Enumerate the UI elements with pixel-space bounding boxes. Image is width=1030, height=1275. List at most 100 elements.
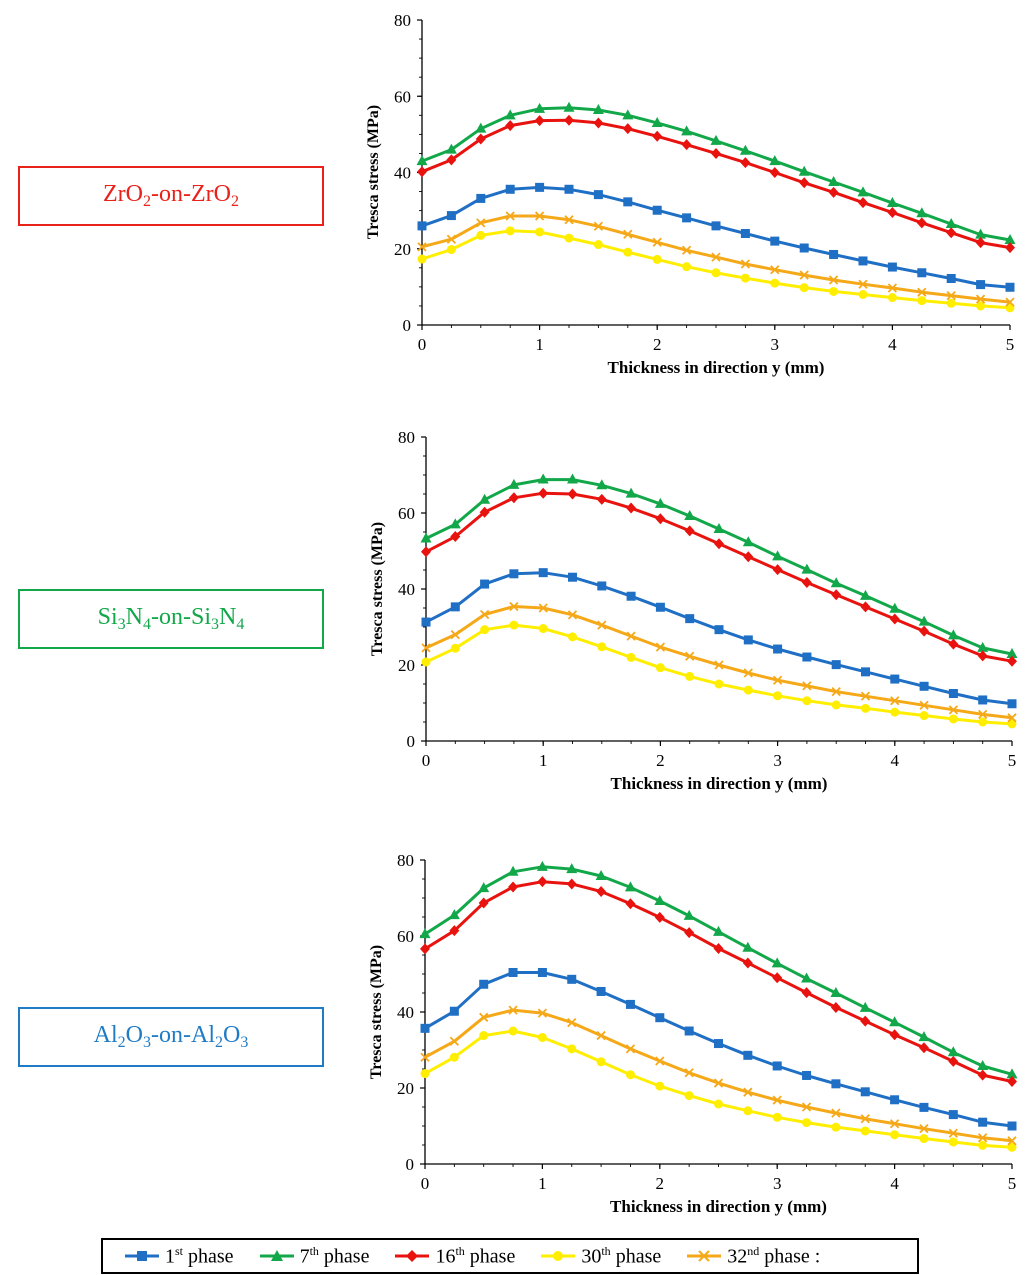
data-point-x (948, 1128, 958, 1138)
data-point-circle (799, 283, 809, 293)
material-text-zro2: ZrO2-on-ZrO2 (103, 181, 239, 210)
data-point-square (887, 262, 897, 272)
series-line (425, 623, 1013, 726)
data-point-square (860, 1087, 870, 1097)
data-point-square (476, 193, 486, 203)
data-point-circle (978, 1140, 988, 1150)
data-point-x (446, 234, 457, 244)
data-point-diamond (740, 157, 751, 169)
data-point-circle (655, 1081, 665, 1091)
data-point-diamond (684, 927, 695, 939)
data-point-circle (714, 1099, 723, 1109)
data-point-square (978, 1117, 988, 1127)
data-point-triangle (416, 155, 428, 166)
data-point-circle (476, 230, 486, 240)
data-point-diamond (889, 1029, 900, 1041)
data-point-circle (682, 262, 692, 272)
data-point-circle (831, 1122, 841, 1132)
y-tick-label: 60 (397, 927, 414, 946)
data-point-x (801, 1102, 812, 1112)
data-point-square (743, 1050, 753, 1060)
data-point-triangle (889, 602, 901, 613)
data-point-triangle (507, 865, 519, 876)
data-point-diamond (977, 650, 988, 662)
data-point-x (978, 1133, 988, 1143)
data-point-circle (509, 620, 519, 630)
x-tick-label: 1 (535, 335, 544, 354)
data-point-diamond (858, 197, 868, 209)
data-point-square (978, 695, 988, 705)
data-point-x (626, 631, 636, 641)
data-point-x (685, 651, 695, 661)
data-point-square (446, 211, 456, 221)
data-point-diamond (420, 943, 430, 955)
data-point-circle (655, 663, 665, 673)
data-point-triangle (595, 869, 607, 880)
data-point-triangle (622, 109, 634, 120)
legend-marker-square (125, 1251, 159, 1261)
data-point-circle (597, 642, 607, 652)
data-point-circle (625, 1070, 635, 1080)
data-point-circle (1007, 719, 1017, 729)
data-point-circle (479, 1031, 489, 1041)
data-point-triangle (830, 577, 842, 588)
x-tick-label: 3 (771, 335, 780, 354)
data-point-circle (508, 1026, 518, 1036)
data-point-square (682, 213, 692, 223)
data-point-square (421, 617, 431, 627)
data-point-square (831, 1079, 841, 1089)
data-point-diamond (446, 154, 457, 166)
legend-label-1st: 1st phase (165, 1243, 234, 1268)
data-point-triangle (742, 536, 754, 547)
x-tick-label: 0 (418, 335, 427, 354)
data-point-diamond (681, 139, 692, 151)
data-point-square (655, 1013, 665, 1023)
y-tick-label: 40 (394, 164, 411, 183)
data-point-circle (861, 703, 870, 713)
data-point-circle (917, 296, 927, 306)
x-tick-label: 4 (888, 335, 897, 354)
data-point-x (652, 237, 662, 247)
data-point-diamond (919, 625, 930, 637)
data-point-diamond (596, 493, 607, 505)
data-point-square (625, 999, 635, 1009)
data-point-x (564, 215, 574, 225)
data-point-circle (770, 278, 780, 288)
data-point-circle (1007, 1142, 1017, 1152)
data-point-triangle (534, 102, 546, 113)
y-tick-label: 0 (403, 316, 412, 335)
data-point-circle (623, 247, 633, 257)
data-point-diamond (508, 881, 519, 893)
y-tick-label: 40 (398, 580, 415, 599)
data-point-square (596, 986, 606, 996)
data-point-triangle (1006, 1068, 1018, 1079)
data-point-x (802, 681, 812, 691)
data-point-triangle (772, 550, 784, 561)
legend-label-7th: 7th phase (299, 1243, 370, 1268)
y-axis-title: Tresca stress (MPa) (365, 105, 382, 239)
data-point-x (420, 1052, 430, 1062)
data-point-circle (684, 1091, 694, 1101)
data-point-circle (976, 301, 986, 311)
data-point-diamond (860, 601, 871, 613)
data-point-triangle (947, 1046, 959, 1057)
data-point-x (509, 601, 519, 612)
chart-legend: 1st phase 7th phase 16th phase 30th phas… (101, 1238, 919, 1274)
data-point-circle (568, 632, 577, 642)
data-point-square (831, 660, 841, 670)
data-point-triangle (857, 186, 869, 197)
data-point-circle (740, 273, 750, 283)
data-point-square (626, 591, 636, 601)
x-axis-title: Thickness in direction y (mm) (608, 358, 825, 377)
data-point-circle (948, 1137, 958, 1147)
data-point-triangle (798, 165, 810, 176)
data-point-square (919, 1102, 929, 1112)
data-point-triangle (771, 957, 783, 968)
data-point-diamond (799, 177, 810, 189)
y-tick-label: 20 (398, 656, 415, 675)
data-point-diamond (508, 492, 519, 504)
data-point-x (479, 609, 490, 620)
data-point-x (890, 696, 900, 706)
data-point-x (597, 620, 607, 630)
data-point-x (858, 279, 868, 289)
